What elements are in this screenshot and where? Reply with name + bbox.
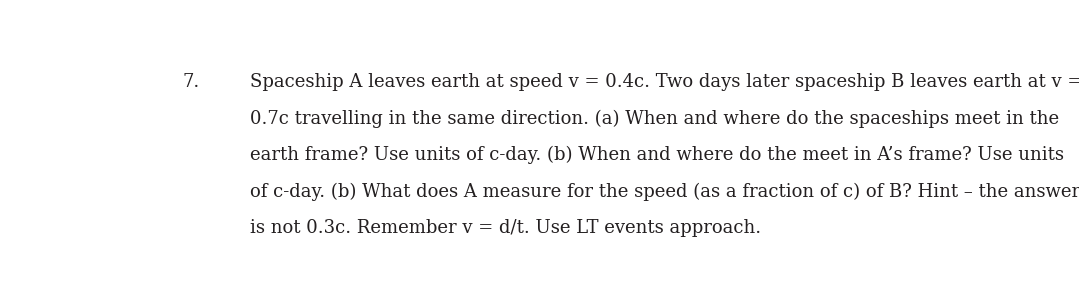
Text: 7.: 7. bbox=[182, 73, 200, 91]
Text: 0.7c travelling in the same direction. (a) When and where do the spaceships meet: 0.7c travelling in the same direction. (… bbox=[250, 109, 1060, 128]
Text: Spaceship A leaves earth at speed v = 0.4c. Two days later spaceship B leaves ea: Spaceship A leaves earth at speed v = 0.… bbox=[250, 73, 1079, 91]
Text: is not 0.3c. Remember v = d/t. Use LT events approach.: is not 0.3c. Remember v = d/t. Use LT ev… bbox=[250, 219, 762, 237]
Text: earth frame? Use units of c-day. (b) When and where do the meet in A’s frame? Us: earth frame? Use units of c-day. (b) Whe… bbox=[250, 146, 1064, 164]
Text: of c-day. (b) What does A measure for the speed (as a fraction of c) of B? Hint : of c-day. (b) What does A measure for th… bbox=[250, 182, 1079, 201]
